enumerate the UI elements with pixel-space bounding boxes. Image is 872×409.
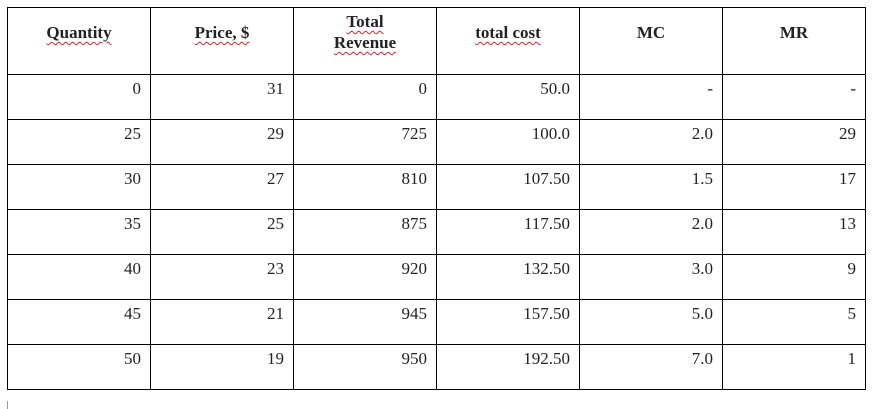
header-total-cost: total cost bbox=[436, 7, 580, 75]
cell-mr: - bbox=[722, 74, 866, 120]
cell-quantity: 40 bbox=[7, 254, 151, 300]
cell-mc: - bbox=[579, 74, 723, 120]
cell-mr: 29 bbox=[722, 119, 866, 165]
cell-quantity: 50 bbox=[7, 344, 151, 390]
cell-quantity: 25 bbox=[7, 119, 151, 165]
cell-mc: 1.5 bbox=[579, 164, 723, 210]
table-row: 45 21 945 157.50 5.0 5 bbox=[7, 299, 866, 345]
text-cursor bbox=[7, 401, 8, 409]
cell-total-cost: 107.50 bbox=[436, 164, 580, 210]
cell-mr: 13 bbox=[722, 209, 866, 255]
cell-price: 19 bbox=[150, 344, 294, 390]
cell-total-cost: 132.50 bbox=[436, 254, 580, 300]
cell-mr: 1 bbox=[722, 344, 866, 390]
cell-total-revenue: 810 bbox=[293, 164, 437, 210]
header-revenue-text: Revenue bbox=[333, 33, 397, 52]
cell-quantity: 45 bbox=[7, 299, 151, 345]
cell-price: 31 bbox=[150, 74, 294, 120]
table-row: 35 25 875 117.50 2.0 13 bbox=[7, 209, 866, 255]
cell-total-revenue: 0 bbox=[293, 74, 437, 120]
table-row: 25 29 725 100.0 2.0 29 bbox=[7, 119, 866, 165]
cell-quantity: 35 bbox=[7, 209, 151, 255]
cell-price: 23 bbox=[150, 254, 294, 300]
header-mc-text: MC bbox=[636, 23, 666, 42]
cell-total-cost: 157.50 bbox=[436, 299, 580, 345]
cell-mc: 2.0 bbox=[579, 119, 723, 165]
cell-total-cost: 100.0 bbox=[436, 119, 580, 165]
header-row: Quantity Price, $ Total Revenue total cos… bbox=[7, 7, 866, 75]
cell-total-revenue: 875 bbox=[293, 209, 437, 255]
table-row: 50 19 950 192.50 7.0 1 bbox=[7, 344, 866, 390]
economics-table: Quantity Price, $ Total Revenue total cos… bbox=[7, 7, 866, 390]
header-mr: MR bbox=[722, 7, 866, 75]
cell-total-revenue: 725 bbox=[293, 119, 437, 165]
cell-total-cost: 50.0 bbox=[436, 74, 580, 120]
cell-total-cost: 117.50 bbox=[436, 209, 580, 255]
cell-mc: 7.0 bbox=[579, 344, 723, 390]
header-price: Price, $ bbox=[150, 7, 294, 75]
header-total-revenue: Total Revenue bbox=[293, 7, 437, 75]
header-quantity: Quantity bbox=[7, 7, 151, 75]
cell-mc: 3.0 bbox=[579, 254, 723, 300]
cell-mc: 2.0 bbox=[579, 209, 723, 255]
cell-mr: 5 bbox=[722, 299, 866, 345]
cell-quantity: 0 bbox=[7, 74, 151, 120]
header-mc: MC bbox=[579, 7, 723, 75]
cell-total-cost: 192.50 bbox=[436, 344, 580, 390]
table-row: 40 23 920 132.50 3.0 9 bbox=[7, 254, 866, 300]
header-mr-text: MR bbox=[779, 23, 809, 42]
cell-price: 27 bbox=[150, 164, 294, 210]
table-row: 30 27 810 107.50 1.5 17 bbox=[7, 164, 866, 210]
cell-quantity: 30 bbox=[7, 164, 151, 210]
table-row: 0 31 0 50.0- - bbox=[7, 74, 866, 120]
header-quantity-text: Quantity bbox=[46, 23, 112, 42]
header-total-text: Total bbox=[346, 12, 384, 31]
cell-mr: 17 bbox=[722, 164, 866, 210]
cell-price: 29 bbox=[150, 119, 294, 165]
cell-mr: 9 bbox=[722, 254, 866, 300]
header-price-text: Price, $ bbox=[194, 23, 250, 42]
cell-price: 21 bbox=[150, 299, 294, 345]
cell-price: 25 bbox=[150, 209, 294, 255]
cell-total-revenue: 920 bbox=[293, 254, 437, 300]
cell-total-revenue: 945 bbox=[293, 299, 437, 345]
header-total-cost-text: total cost bbox=[475, 23, 541, 42]
cell-total-revenue: 950 bbox=[293, 344, 437, 390]
cell-mc: 5.0 bbox=[579, 299, 723, 345]
